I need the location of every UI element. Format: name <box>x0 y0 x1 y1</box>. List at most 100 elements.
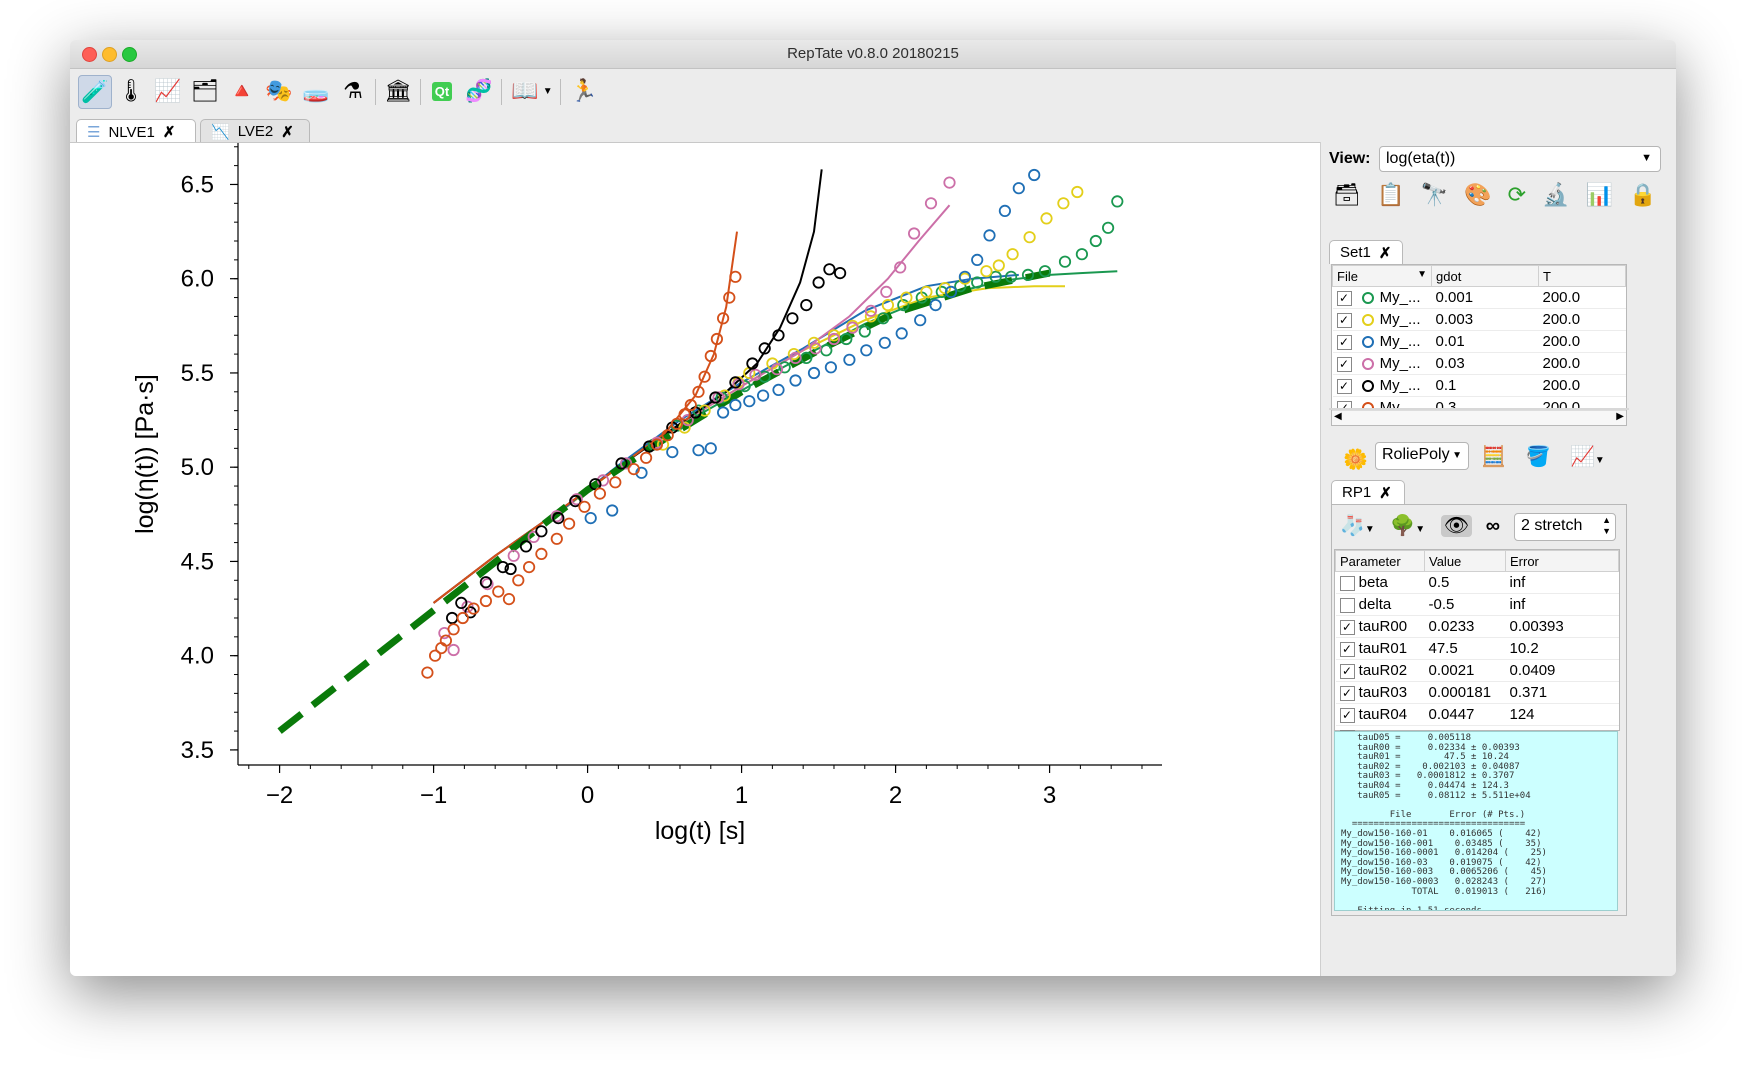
close-tab-icon[interactable]: ✗ <box>281 123 294 141</box>
parameter-checkbox[interactable] <box>1339 597 1355 613</box>
parameter-checkbox[interactable]: ✓ <box>1339 641 1355 657</box>
data-point-0.3 <box>661 429 674 442</box>
file-checkbox[interactable]: ✓ <box>1336 312 1352 328</box>
table-row[interactable]: ✓ My_... 0.003 200.0 <box>1332 308 1626 331</box>
color-wheel-icon[interactable]: 🎨 <box>1464 182 1492 207</box>
qt-icon[interactable]: Qt <box>426 75 458 107</box>
reload-icon[interactable]: ⟳ <box>1507 182 1527 207</box>
data-point-0.01 <box>971 253 984 267</box>
flask-icon[interactable]: ⚗ <box>343 78 363 103</box>
table-row[interactable]: ✓ tauR00 0.0233 0.00393 <box>1335 615 1619 638</box>
tree-icon[interactable]: 🌳▼ <box>1390 515 1426 537</box>
table-row[interactable]: ✓ tauR01 47.5 10.2 <box>1335 637 1619 660</box>
lock-xy-icon[interactable]: 🔒 <box>1629 182 1657 207</box>
parameter-value[interactable]: 0.5 <box>1424 571 1506 594</box>
table-row[interactable]: delta -0.5 inf <box>1335 593 1619 616</box>
react-icon[interactable]: 🧬 <box>465 78 493 103</box>
book-icon[interactable]: 📖 ▼ <box>511 78 553 103</box>
table-row[interactable]: ✓ My_... 0.03 200.0 <box>1332 352 1626 375</box>
horizontal-scrollbar[interactable]: ◀ ▶ <box>1332 410 1626 425</box>
tab-set1[interactable]: Set1 ✗ <box>1329 240 1403 264</box>
stretch-spinner[interactable]: 2 stretch ▲ ▼ <box>1514 513 1616 541</box>
chart-icon[interactable]: 📈 <box>154 78 182 103</box>
file-checkbox[interactable]: ✓ <box>1336 334 1352 350</box>
open-file-icon[interactable]: 📋 <box>1377 182 1405 207</box>
scroll-right-icon[interactable]: ▶ <box>1616 411 1624 422</box>
parameter-checkbox[interactable]: ✓ <box>1339 685 1355 701</box>
museum-icon[interactable]: 🏛 <box>384 78 412 103</box>
y-tick-label: 6.5 <box>181 171 214 198</box>
column-header-gdot[interactable]: gdot <box>1431 265 1539 287</box>
column-header-t[interactable]: T <box>1538 265 1626 287</box>
table-row[interactable]: ✓ tauR02 0.0021 0.0409 <box>1335 659 1619 682</box>
file-checkbox[interactable]: ✓ <box>1336 290 1352 306</box>
fit-log: tauD05 = 0.005118 tauR00 = 0.02334 ± 0.0… <box>1334 731 1618 911</box>
spinner-arrows-icon[interactable]: ▲ ▼ <box>1602 515 1611 536</box>
parameter-checkbox[interactable]: ✓ <box>1339 707 1355 723</box>
plot-fit-icon[interactable]: 📈▼ <box>1569 446 1605 468</box>
microscope-icon[interactable]: 🔬 <box>1542 182 1570 207</box>
pyramid-icon[interactable]: 🔺 <box>228 78 256 103</box>
sock-icon[interactable]: 🧦▼ <box>1340 515 1375 537</box>
tab-nlve1[interactable]: ☰ NLVE1 ✗ <box>76 119 196 144</box>
tab-lve2[interactable]: 📉 LVE2 ✗ <box>200 119 310 143</box>
plot-area[interactable]: −2 −1 0 1 2 3 3.5 4.0 4.5 5.0 5.5 6.0 6.5 log(t) [s] l… <box>70 142 1320 976</box>
theory-panel: 🧦▼ 🌳▼ 👁 ∞ 2 stretch ▲ ▼ Parameter Value E… <box>1331 504 1627 916</box>
column-header-parameter[interactable]: Parameter <box>1335 550 1425 572</box>
layers-icon[interactable]: 🗂 <box>191 78 219 103</box>
parameter-value[interactable]: 0.0021 <box>1424 659 1506 682</box>
splitter[interactable] <box>1329 408 1629 410</box>
file-checkbox[interactable]: ✓ <box>1336 378 1352 394</box>
data-point-0.3 <box>535 547 548 560</box>
table-row[interactable]: ✓ tauR04 0.0447 124 <box>1335 703 1619 726</box>
view-select[interactable]: log(eta(t)) ▼ <box>1379 146 1661 172</box>
fit-line-0.03 <box>432 204 951 604</box>
parameter-checkbox[interactable] <box>1339 575 1355 591</box>
mask-icon[interactable]: 🎭 <box>265 78 293 103</box>
tube-icon[interactable]: 🧫 <box>302 78 330 103</box>
table-row[interactable]: ✓ tauR03 0.000181 0.371 <box>1335 681 1619 704</box>
eye-icon[interactable]: 👁 <box>1440 515 1473 537</box>
zoom-window-button[interactable] <box>122 47 137 62</box>
minimize-window-button[interactable] <box>102 47 117 62</box>
tensile-test-icon[interactable]: 🧪 <box>78 75 112 109</box>
data-point-0.3 <box>550 532 563 545</box>
scroll-left-icon[interactable]: ◀ <box>1334 411 1342 422</box>
infinity-icon[interactable]: ∞ <box>1485 515 1500 537</box>
data-point-0.003 <box>656 438 670 451</box>
close-tab-icon[interactable]: ✗ <box>1379 484 1392 502</box>
data-point-0.1 <box>643 440 656 453</box>
theory-select[interactable]: RoliePoly ▼ <box>1375 442 1469 470</box>
table-row[interactable]: ✓ My_... 0.1 200.0 <box>1332 374 1626 397</box>
runner-icon[interactable]: 🏃 <box>570 78 598 103</box>
data-point-0.003 <box>920 285 933 298</box>
shift-data-icon[interactable]: 📊 <box>1585 182 1614 207</box>
column-header-file[interactable]: File ▼ <box>1332 265 1432 287</box>
binoculars-icon[interactable]: 🔭 <box>1420 182 1448 207</box>
parameter-value[interactable]: 0.0447 <box>1424 703 1506 726</box>
parameter-checkbox[interactable]: ✓ <box>1339 619 1355 635</box>
data-point-0.3 <box>428 649 442 662</box>
parameter-value[interactable]: 0.000181 <box>1424 681 1506 704</box>
bucket-icon[interactable]: 🪣 <box>1525 446 1551 468</box>
add-set-icon[interactable]: 🗃 <box>1333 182 1361 207</box>
column-header-error[interactable]: Error <box>1505 550 1619 572</box>
parameter-value[interactable]: -0.5 <box>1424 593 1506 616</box>
file-checkbox[interactable]: ✓ <box>1336 356 1352 372</box>
table-row[interactable]: ✓ My_... 0.001 200.0 <box>1332 286 1626 309</box>
parameter-value[interactable]: 0.0233 <box>1424 615 1506 638</box>
close-tab-icon[interactable]: ✗ <box>1378 244 1392 262</box>
close-tab-icon[interactable]: ✗ <box>162 124 176 141</box>
calculator-icon[interactable]: 🧮 <box>1481 446 1506 468</box>
parameter-value[interactable]: 47.5 <box>1424 637 1506 660</box>
column-header-value[interactable]: Value <box>1424 550 1506 572</box>
tab-rp1[interactable]: RP1 ✗ <box>1331 480 1405 504</box>
close-window-button[interactable] <box>82 47 97 62</box>
parameter-checkbox[interactable]: ✓ <box>1339 663 1355 679</box>
data-point-0.01 <box>878 336 891 349</box>
thermometer-icon[interactable]: 🌡 <box>117 78 145 103</box>
table-row[interactable]: ✓ My_... 0.01 200.0 <box>1332 330 1626 353</box>
table-row[interactable]: beta 0.5 inf <box>1335 571 1619 594</box>
viscosity-chart[interactable]: −2 −1 0 1 2 3 3.5 4.0 4.5 5.0 5.5 6.0 6.5 log(t) [s] l… <box>70 143 1320 976</box>
theory-actions: 🧦▼ 🌳▼ 👁 ∞ <box>1340 513 1500 538</box>
